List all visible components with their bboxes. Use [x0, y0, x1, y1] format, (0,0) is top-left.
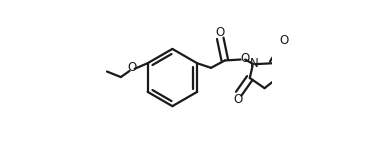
Text: O: O: [240, 52, 250, 65]
Text: O: O: [215, 26, 225, 39]
Text: O: O: [128, 61, 137, 74]
Text: N: N: [250, 57, 259, 70]
Text: O: O: [233, 93, 242, 106]
Text: O: O: [279, 34, 288, 47]
